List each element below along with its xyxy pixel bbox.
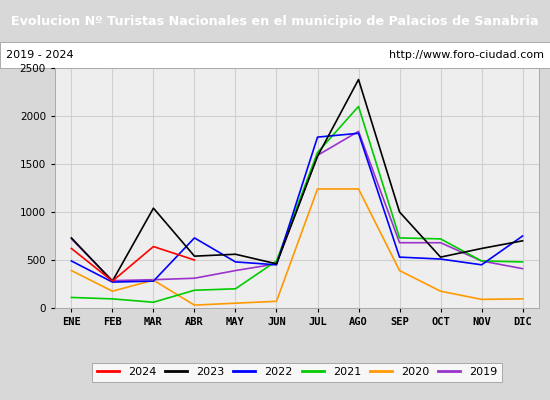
Text: http://www.foro-ciudad.com: http://www.foro-ciudad.com (389, 50, 544, 60)
Legend: 2024, 2023, 2022, 2021, 2020, 2019: 2024, 2023, 2022, 2021, 2020, 2019 (92, 363, 502, 382)
Text: Evolucion Nº Turistas Nacionales en el municipio de Palacios de Sanabria: Evolucion Nº Turistas Nacionales en el m… (11, 14, 539, 28)
Text: 2019 - 2024: 2019 - 2024 (6, 50, 73, 60)
